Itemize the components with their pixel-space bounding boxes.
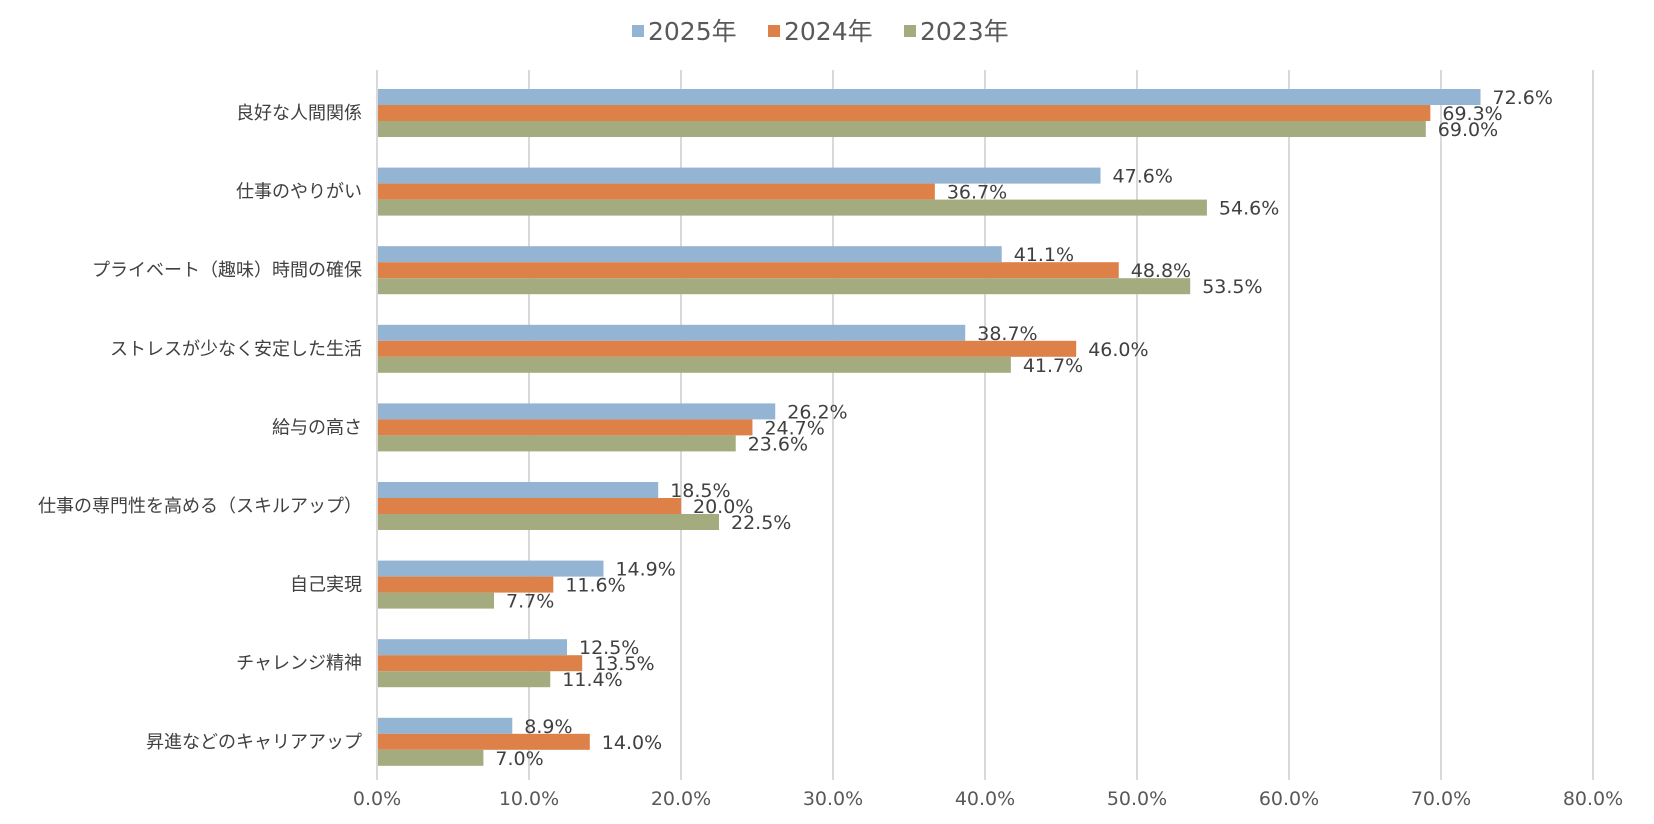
data-label: 38.7%	[977, 323, 1037, 345]
category-label: 給与の高さ	[272, 417, 362, 438]
legend-swatch-icon	[632, 25, 644, 37]
bar-2024-1	[378, 183, 935, 200]
data-label: 11.6%	[565, 575, 625, 597]
category-label: 自己実現	[290, 575, 362, 596]
data-label: 36.7%	[947, 182, 1007, 204]
x-tick-label: 50.0%	[1107, 788, 1167, 810]
bar-2023-6	[378, 592, 495, 609]
x-tick-label: 0.0%	[353, 788, 401, 810]
legend-label: 2024年	[784, 17, 873, 46]
bar-2023-1	[378, 199, 1207, 216]
data-label: 8.9%	[524, 716, 572, 738]
x-tick-label: 80.0%	[1563, 788, 1623, 810]
legend-swatch-icon	[768, 25, 780, 37]
x-tick-label: 70.0%	[1411, 788, 1471, 810]
legend-label: 2023年	[920, 17, 1009, 46]
bar-2024-0	[378, 105, 1431, 121]
bar-2024-4	[378, 419, 753, 436]
legend-label: 2025年	[648, 17, 737, 46]
category-label: プライベート（趣味）時間の確保	[92, 260, 362, 281]
data-labels: 72.6%69.3%69.0% 47.6% 36.7% 54.6% 41.1% 48.8%…	[495, 87, 1552, 770]
data-label: 53.5%	[1202, 276, 1262, 298]
data-label: 41.1%	[1014, 244, 1074, 266]
data-label: 24.7%	[764, 417, 824, 439]
data-label: 7.7%	[506, 591, 554, 613]
category-label: 仕事の専門性を高める（スキルアップ）	[38, 496, 362, 517]
bar-2024-2	[378, 262, 1119, 279]
data-label: 11.4%	[562, 669, 622, 691]
data-label: 26.2%	[787, 401, 847, 423]
data-label: 72.6%	[1493, 87, 1553, 109]
bar-2024-3	[378, 340, 1077, 357]
legend-item-2025[interactable]: 2025年	[632, 17, 737, 46]
value-axis: 0.0% 10.0% 20.0% 30.0% 40.0% 50.0% 60.0% 70.0% 8…	[353, 788, 1623, 810]
bar-2023-5	[378, 514, 719, 530]
data-label: 41.7%	[1023, 355, 1083, 377]
bar-2023-8	[378, 749, 484, 766]
x-tick-label: 10.0%	[499, 788, 559, 810]
x-tick-label: 30.0%	[803, 788, 863, 810]
bar-2023-4	[378, 435, 736, 452]
legend-item-2024[interactable]: 2024年	[768, 17, 873, 46]
data-label: 14.0%	[602, 732, 662, 754]
category-label: 良好な人間関係	[236, 103, 362, 124]
data-label: 46.0%	[1088, 339, 1148, 361]
data-label: 18.5%	[670, 480, 730, 502]
data-label: 12.5%	[579, 637, 639, 659]
bar-2025-6	[378, 560, 604, 577]
category-label: 仕事のやりがい	[236, 182, 362, 203]
data-label: 14.9%	[615, 559, 675, 581]
category-label: チャレンジ精神	[236, 653, 362, 674]
category-label: ストレスが少なく安定した生活	[110, 339, 362, 360]
data-label: 47.6%	[1113, 166, 1173, 188]
bar-2025-2	[378, 246, 1002, 263]
bar-2023-7	[378, 671, 551, 688]
bar-2025-4	[378, 403, 776, 420]
data-label: 13.5%	[594, 653, 654, 675]
category-label: 昇進などのキャリアアップ	[146, 732, 362, 753]
x-tick-label: 40.0%	[955, 788, 1015, 810]
bar-2023-0	[378, 121, 1426, 137]
data-label: 7.0%	[495, 748, 543, 770]
category-axis: 良好な人間関係仕事のやりがいプライベート（趣味）時間の確保ストレスが少なく安定し…	[38, 103, 362, 753]
legend-item-2023[interactable]: 2023年	[904, 17, 1009, 46]
bars	[378, 89, 1481, 766]
bar-2025-8	[378, 717, 513, 734]
bar-2023-2	[378, 278, 1191, 295]
x-tick-label: 20.0%	[651, 788, 711, 810]
bar-2024-7	[378, 655, 583, 672]
data-label: 48.8%	[1131, 260, 1191, 282]
bar-2024-8	[378, 733, 590, 750]
data-label: 23.6%	[748, 433, 808, 455]
bar-2025-7	[378, 639, 567, 656]
legend: 2025年 2024年 2023年	[632, 17, 1009, 46]
bar-2025-5	[378, 482, 659, 498]
legend-swatch-icon	[904, 25, 916, 37]
data-label: 69.3%	[1442, 103, 1502, 125]
data-label: 69.0%	[1438, 119, 1498, 141]
bar-2025-0	[378, 89, 1481, 105]
bar-2025-3	[378, 324, 966, 341]
bar-2024-6	[378, 576, 554, 593]
bar-2024-5	[378, 498, 681, 514]
data-label: 54.6%	[1219, 198, 1279, 220]
data-label: 20.0%	[693, 496, 753, 518]
bar-2025-1	[378, 167, 1101, 184]
bar-2023-3	[378, 356, 1011, 373]
data-label: 22.5%	[731, 512, 791, 534]
x-tick-label: 60.0%	[1259, 788, 1319, 810]
